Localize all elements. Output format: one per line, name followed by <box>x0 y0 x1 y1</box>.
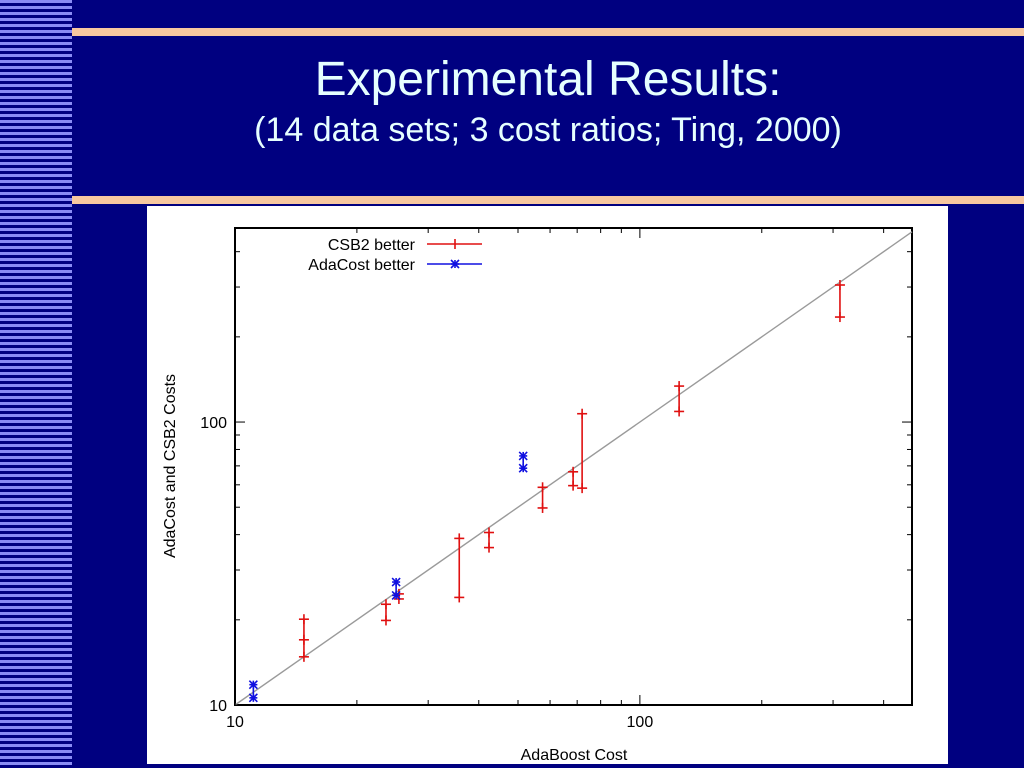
legend-star-glyph <box>450 259 460 269</box>
csb2-point <box>298 614 309 625</box>
top-divider <box>72 28 1024 36</box>
x-tick-label: 100 <box>627 714 654 731</box>
data-marks <box>248 280 845 703</box>
csb2-point <box>537 482 548 493</box>
csb2-point <box>834 280 845 291</box>
bottom-divider <box>72 196 1024 204</box>
csb2-point <box>380 599 391 610</box>
csb2-point <box>674 406 685 417</box>
csb2-point <box>568 466 579 477</box>
scatter-chart: 10 100 10 100 CSB2 better AdaCost better Ad… <box>162 227 913 764</box>
adacost-point <box>248 693 258 703</box>
star-d2 <box>248 693 258 703</box>
x-tick-label: 10 <box>226 714 244 731</box>
slide-subtitle: (14 data sets; 3 cost ratios; Ting, 2000… <box>254 111 842 149</box>
adacost-point <box>391 577 401 587</box>
x-axis-label: AdaBoost Cost <box>521 747 628 764</box>
adacost-point <box>518 451 528 461</box>
star-d2 <box>391 590 401 600</box>
legend: CSB2 better AdaCost better <box>308 237 482 274</box>
y-tick-label: 100 <box>200 415 227 432</box>
axis-ticks <box>234 228 912 706</box>
csb2-point <box>454 533 465 544</box>
csb2-point <box>577 483 588 494</box>
csb2-point <box>298 651 309 662</box>
csb2-point <box>484 542 495 553</box>
csb2-point <box>568 480 579 491</box>
star-d2 <box>391 577 401 587</box>
legend-label-csb2: CSB2 better <box>328 237 416 254</box>
star-d2 <box>518 451 528 461</box>
csb2-point <box>537 502 548 513</box>
csb2-point <box>834 312 845 323</box>
star-d2 <box>518 463 528 473</box>
adacost-point <box>518 463 528 473</box>
legend-label-adacost: AdaCost better <box>308 257 415 274</box>
adacost-point <box>391 590 401 600</box>
csb2-point <box>577 408 588 419</box>
adacost-point <box>248 680 258 690</box>
csb2-point <box>484 527 495 538</box>
csb2-point <box>674 381 685 392</box>
slide-title: Experimental Results: <box>314 53 782 106</box>
y-axis-label: AdaCost and CSB2 Costs <box>162 374 179 558</box>
plot-frame <box>234 227 913 706</box>
csb2-point <box>380 615 391 626</box>
decorative-stripe-band <box>0 0 72 768</box>
tick-labels: 10 100 10 100 <box>200 415 653 731</box>
csb2-point <box>298 634 309 645</box>
csb2-point <box>454 592 465 603</box>
legend-marker-adacost <box>450 259 460 269</box>
chart-panel: 10 100 10 100 CSB2 better AdaCost better Ad… <box>147 206 948 764</box>
star-d2 <box>450 259 460 269</box>
slide-header: Experimental Results: (14 data sets; 3 c… <box>72 52 1024 150</box>
y-tick-label: 10 <box>209 698 227 715</box>
star-d2 <box>248 680 258 690</box>
